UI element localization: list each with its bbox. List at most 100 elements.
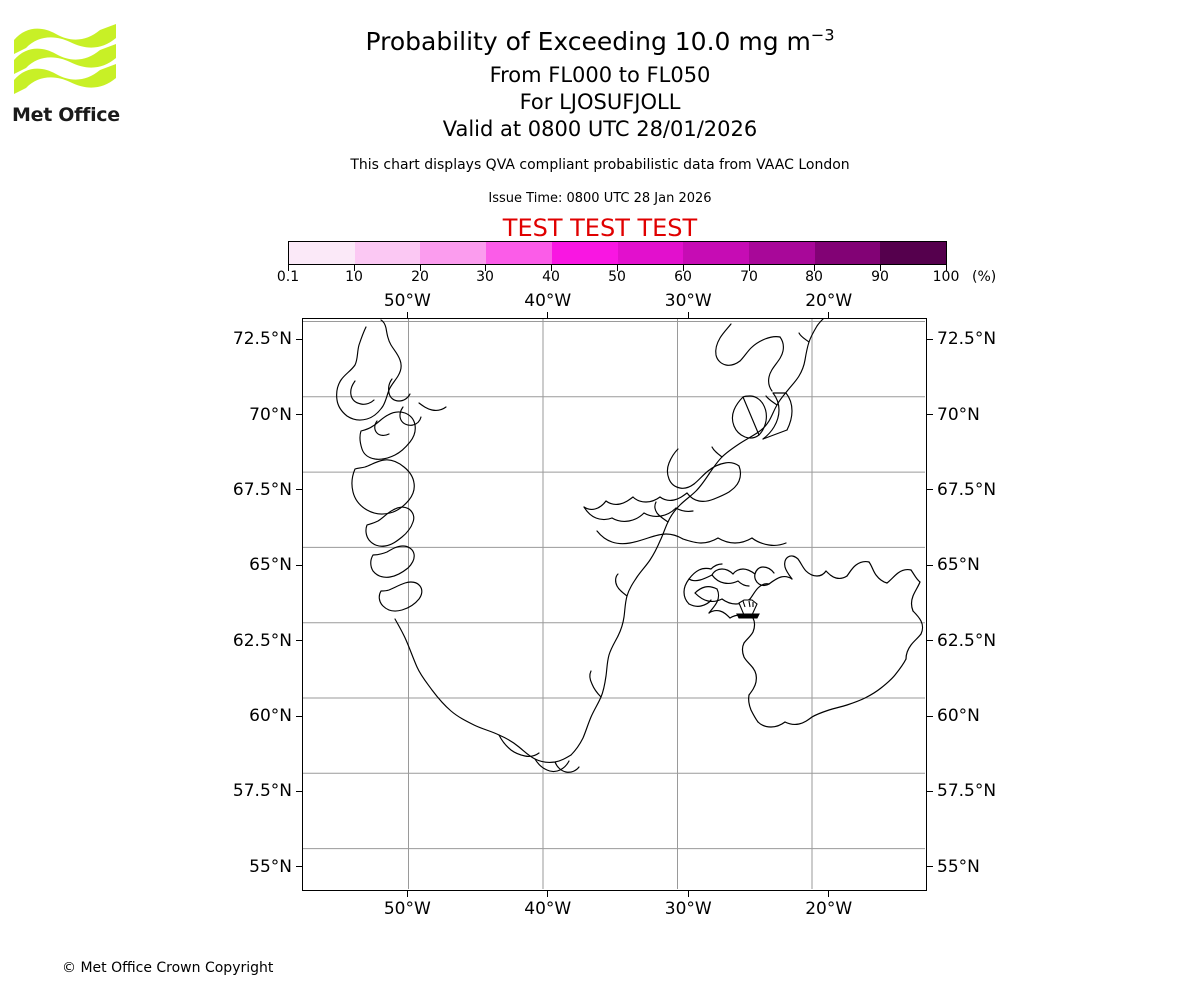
lat-label-right-62.5°N: 62.5°N xyxy=(937,630,997,651)
volcano-name: For LJOSUFJOLL xyxy=(519,90,681,114)
lat-label-right-60°N: 60°N xyxy=(937,706,980,727)
valid-time: Valid at 0800 UTC 28/01/2026 xyxy=(442,117,758,141)
lat-label-left-67.5°N: 67.5°N xyxy=(232,479,292,500)
lat-label-left-62.5°N: 62.5°N xyxy=(232,630,292,651)
lat-label-left-65°N: 65°N xyxy=(249,555,292,576)
colorbar-gradient xyxy=(288,241,947,265)
lon-label-top-40°W: 40°W xyxy=(524,291,572,311)
colorbar-band-7 xyxy=(748,242,815,264)
lat-tick xyxy=(296,414,302,415)
colorbar-tick-label-0.1: 0.1 xyxy=(276,269,300,285)
qva-subtitle: This chart displays QVA compliant probab… xyxy=(350,157,850,173)
lat-tick xyxy=(927,414,933,415)
lat-tick xyxy=(927,640,933,642)
lon-tick xyxy=(828,891,830,897)
lon-tick xyxy=(828,312,830,318)
lat-label-right-67.5°N: 67.5°N xyxy=(937,479,997,500)
colorbar-tick-label-60: 60 xyxy=(674,269,692,285)
lon-label-bottom-50°W: 50°W xyxy=(383,899,431,919)
lon-label-top-20°W: 20°W xyxy=(805,291,853,311)
colorbar-tick xyxy=(880,265,881,271)
colorbar-tick-label-100: 100 xyxy=(932,269,960,285)
colorbar-tick-labels: 0.1 10 20 30 40 50 60 70 80 90 100 xyxy=(277,269,960,289)
colorbar-tick xyxy=(354,265,355,271)
colorbar-tick xyxy=(814,265,815,271)
colorbar-tick xyxy=(683,265,684,271)
lon-label-bottom-20°W: 20°W xyxy=(805,899,853,919)
lon-label-bottom-40°W: 40°W xyxy=(524,899,572,919)
colorbar-unit-label: (%) xyxy=(972,269,997,285)
colorbar-band-0 xyxy=(289,242,355,264)
lat-tick xyxy=(296,715,302,717)
colorbar-ticks xyxy=(288,265,947,273)
lat-tick xyxy=(927,790,933,792)
lon-tick xyxy=(547,891,549,897)
lat-label-left-60°N: 60°N xyxy=(249,706,292,727)
lat-tick xyxy=(927,715,933,717)
colorbar-tick-label-80: 80 xyxy=(805,269,823,285)
colorbar-band-2 xyxy=(420,242,487,264)
lat-label-left-55°N: 55°N xyxy=(249,856,292,877)
probability-colorbar xyxy=(288,241,947,271)
colorbar-tick-label-50: 50 xyxy=(608,269,626,285)
colorbar-band-3 xyxy=(486,242,552,264)
lat-tick xyxy=(927,866,933,868)
colorbar-tick xyxy=(617,265,618,271)
lat-tick xyxy=(927,564,933,566)
lat-label-right-70°N: 70°N xyxy=(937,404,980,425)
colorbar-tick xyxy=(551,265,552,271)
page-title-text: Probability of Exceeding 10.0 mg m xyxy=(365,27,811,56)
colorbar-tick xyxy=(749,265,750,271)
lon-tick xyxy=(547,312,549,318)
met-office-logo: Met Office xyxy=(12,18,122,126)
lat-label-right-72.5°N: 72.5°N xyxy=(937,329,997,350)
lat-tick xyxy=(927,338,933,340)
lon-label-top-50°W: 50°W xyxy=(383,291,431,311)
colorbar-band-6 xyxy=(683,242,749,264)
lat-label-right-57.5°N: 57.5°N xyxy=(937,781,997,802)
lat-tick xyxy=(296,338,302,340)
colorbar-tick-label-70: 70 xyxy=(740,269,758,285)
iceland-coastline xyxy=(683,555,924,728)
colorbar-band-4 xyxy=(551,242,618,264)
flight-level-range: From FL000 to FL050 xyxy=(489,63,711,87)
colorbar-tick xyxy=(288,265,289,271)
colorbar-band-1 xyxy=(354,242,421,264)
colorbar-tick-label-10: 10 xyxy=(345,269,363,285)
lat-tick xyxy=(296,790,302,792)
met-office-wordmark: Met Office xyxy=(12,104,120,126)
colorbar-tick xyxy=(420,265,421,271)
page-title: Probability of Exceeding 10.0 mg m−3 xyxy=(0,26,1200,58)
colorbar-tick-label-40: 40 xyxy=(542,269,560,285)
lat-tick xyxy=(296,489,302,491)
lon-label-bottom-30°W: 30°W xyxy=(664,899,712,919)
northeast-greenland-fjords xyxy=(583,323,793,546)
map-coastlines-and-grid xyxy=(303,319,925,889)
colorbar-tick-label-20: 20 xyxy=(411,269,429,285)
lat-tick xyxy=(296,640,302,642)
colorbar-band-5 xyxy=(617,242,684,264)
colorbar-band-8 xyxy=(814,242,881,264)
lat-label-left-57.5°N: 57.5°N xyxy=(232,781,292,802)
west-greenland-islands xyxy=(350,378,447,436)
colorbar-tick-label-90: 90 xyxy=(871,269,889,285)
test-banner: TEST TEST TEST xyxy=(502,214,698,242)
colorbar-tick-label-30: 30 xyxy=(476,269,494,285)
lon-tick xyxy=(687,312,689,318)
lat-label-right-55°N: 55°N xyxy=(937,856,980,877)
colorbar-tick xyxy=(946,265,947,271)
greenland-coastline xyxy=(336,319,824,773)
lat-tick xyxy=(296,564,302,566)
met-office-waves-icon xyxy=(14,24,116,94)
lat-tick xyxy=(927,489,933,491)
lon-label-top-30°W: 30°W xyxy=(664,291,712,311)
volcano-marker-ljosufjoll xyxy=(736,599,760,619)
lat-tick xyxy=(296,866,302,868)
lat-label-left-70°N: 70°N xyxy=(249,404,292,425)
page-title-exponent: −3 xyxy=(810,25,835,45)
map-gridlines xyxy=(303,319,925,889)
lon-tick xyxy=(687,891,689,897)
colorbar-tick xyxy=(485,265,486,271)
lon-tick xyxy=(406,312,408,318)
map-plot-area[interactable] xyxy=(302,318,927,891)
